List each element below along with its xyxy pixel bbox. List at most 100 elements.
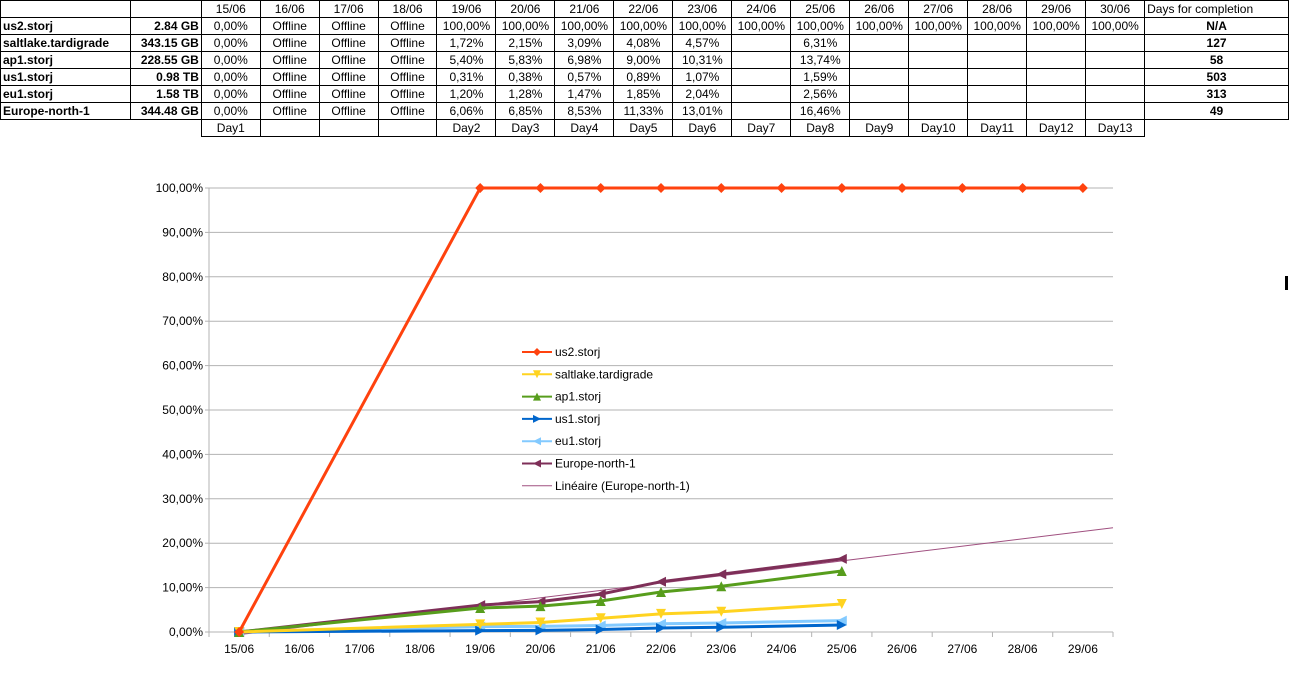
day-label[interactable]: Day2	[436, 119, 497, 137]
day-label[interactable]: Day5	[613, 119, 674, 137]
progress-cell[interactable]: 16,46%	[790, 102, 851, 120]
progress-cell[interactable]: Offline	[259, 85, 320, 103]
progress-cell[interactable]: 1,59%	[790, 68, 851, 86]
progress-cell[interactable]: Offline	[259, 102, 320, 120]
progress-cell[interactable]: 6,31%	[790, 34, 851, 52]
progress-cell[interactable]: 5,83%	[495, 51, 556, 69]
data-point-down	[533, 370, 541, 379]
date-header[interactable]: 23/06	[672, 0, 733, 18]
data-point-up	[535, 601, 546, 612]
x-tick-label: 15/06	[224, 642, 254, 656]
x-tick-label: 27/06	[947, 642, 977, 656]
progress-cell[interactable]: Offline	[318, 85, 379, 103]
legend-label: eu1.storj	[555, 434, 601, 448]
day-label[interactable]: Day1	[200, 119, 261, 137]
progress-cell[interactable]: 13,74%	[790, 51, 851, 69]
date-header[interactable]: 24/06	[731, 0, 792, 18]
date-header[interactable]: 15/06	[200, 0, 261, 18]
y-tick-label: 90,00%	[162, 225, 203, 239]
date-header[interactable]: 28/06	[967, 0, 1028, 18]
progress-cell[interactable]: 1,28%	[495, 85, 556, 103]
day-label[interactable]: Day9	[849, 119, 910, 137]
x-tick-label: 25/06	[827, 642, 857, 656]
progress-cell[interactable]: 2,15%	[495, 34, 556, 52]
progress-cell[interactable]: 0,38%	[495, 68, 556, 86]
progress-cell[interactable]: Offline	[259, 34, 320, 52]
data-point-up	[716, 581, 727, 592]
x-tick-label: 18/06	[405, 642, 435, 656]
node-name[interactable]: saltlake.tardigrade	[0, 34, 131, 52]
data-point-diamond	[836, 183, 847, 193]
progress-cell[interactable]: 0,00%	[200, 51, 261, 69]
progress-cell[interactable]: 0,00%	[200, 68, 261, 86]
y-tick-label: 70,00%	[162, 314, 203, 328]
progress-cell[interactable]: 100,00%	[436, 17, 497, 35]
progress-cell[interactable]: 0,31%	[436, 68, 497, 86]
date-header[interactable]: 27/06	[908, 0, 969, 18]
progress-cell[interactable]: 0,89%	[613, 68, 674, 86]
legend-label: us2.storj	[555, 345, 600, 359]
data-point-right	[475, 625, 486, 636]
progress-cell[interactable]: Offline	[377, 68, 438, 86]
text-cursor	[1285, 276, 1288, 290]
data-point-diamond	[595, 183, 606, 193]
day-label[interactable]: Day6	[672, 119, 733, 137]
table-row: eu1.storj 1.58 TB 0,00% Offline Offline Offli…	[0, 85, 1289, 103]
data-point-diamond	[1017, 183, 1028, 193]
date-header[interactable]: 18/06	[377, 0, 438, 18]
x-tick-label: 26/06	[887, 642, 917, 656]
day-label[interactable]: Day12	[1026, 119, 1087, 137]
table-row: Europe-north-1 344.48 GB 0,00% Offline Offli…	[0, 102, 1289, 120]
days-for-completion[interactable]: 49	[1144, 102, 1289, 120]
progress-cell[interactable]: Offline	[318, 34, 379, 52]
progress-cell[interactable]: 3,09%	[554, 34, 615, 52]
header-row: 15/06 16/06 17/06 18/06 19/06 20/06 21/06 22/06…	[0, 0, 1289, 18]
day-label[interactable]: Day10	[908, 119, 969, 137]
days-for-completion[interactable]: 58	[1144, 51, 1289, 69]
table-row: ap1.storj 228.55 GB 0,00% Offline Offline Off…	[0, 51, 1289, 69]
progress-cell[interactable]: 0,00%	[200, 85, 261, 103]
node-size[interactable]: 344.48 GB	[129, 102, 202, 120]
y-tick-label: 10,00%	[162, 581, 203, 595]
data-point-left	[595, 589, 606, 600]
data-point-right	[595, 624, 606, 635]
progress-cell[interactable]: 1,72%	[436, 34, 497, 52]
spreadsheet-table: 15/06 16/06 17/06 18/06 19/06 20/06 21/06 22/06…	[0, 0, 1289, 137]
completion-header[interactable]: Days for completion	[1144, 0, 1289, 18]
date-header[interactable]: 26/06	[849, 0, 910, 18]
progress-cell[interactable]: 100,00%	[849, 17, 910, 35]
x-tick-label: 29/06	[1068, 642, 1098, 656]
node-name[interactable]: us1.storj	[0, 68, 131, 86]
progress-cell[interactable]: 10,31%	[672, 51, 733, 69]
progress-cell[interactable]: 8,53%	[554, 102, 615, 120]
progress-cell[interactable]: 13,01%	[672, 102, 733, 120]
progress-cell[interactable]: 100,00%	[495, 17, 556, 35]
progress-cell[interactable]: 100,00%	[613, 17, 674, 35]
x-tick-label: 19/06	[465, 642, 495, 656]
day-label[interactable]: Day13	[1085, 119, 1146, 137]
node-size[interactable]: 228.55 GB	[129, 51, 202, 69]
data-point-diamond	[897, 183, 908, 193]
y-tick-label: 20,00%	[162, 536, 203, 550]
node-size[interactable]: 0.98 TB	[129, 68, 202, 86]
y-tick-label: 100,00%	[156, 181, 204, 195]
table-row: us1.storj 0.98 TB 0,00% Offline Offline Offli…	[0, 68, 1289, 86]
x-tick-label: 21/06	[586, 642, 616, 656]
y-tick-label: 40,00%	[162, 447, 203, 461]
legend-label: Linéaire (Europe-north-1)	[555, 479, 690, 493]
data-point-up	[836, 565, 847, 576]
node-name[interactable]: Europe-north-1	[0, 102, 131, 120]
table-row: us2.storj 2.84 GB 0,00% Offline Offline Offli…	[0, 17, 1289, 35]
data-point-diamond	[234, 627, 245, 637]
progress-cell[interactable]: Offline	[377, 102, 438, 120]
progress-cell[interactable]: 100,00%	[967, 17, 1028, 35]
data-point-down	[475, 619, 486, 630]
y-tick-label: 30,00%	[162, 492, 203, 506]
progress-cell[interactable]: 11,33%	[613, 102, 674, 120]
node-size[interactable]: 343.15 GB	[129, 34, 202, 52]
progress-cell[interactable]: Offline	[318, 68, 379, 86]
day-label[interactable]: Day4	[554, 119, 615, 137]
date-header[interactable]: 19/06	[436, 0, 497, 18]
day-label[interactable]: Day7	[731, 119, 792, 137]
day-label[interactable]: Day11	[967, 119, 1028, 137]
